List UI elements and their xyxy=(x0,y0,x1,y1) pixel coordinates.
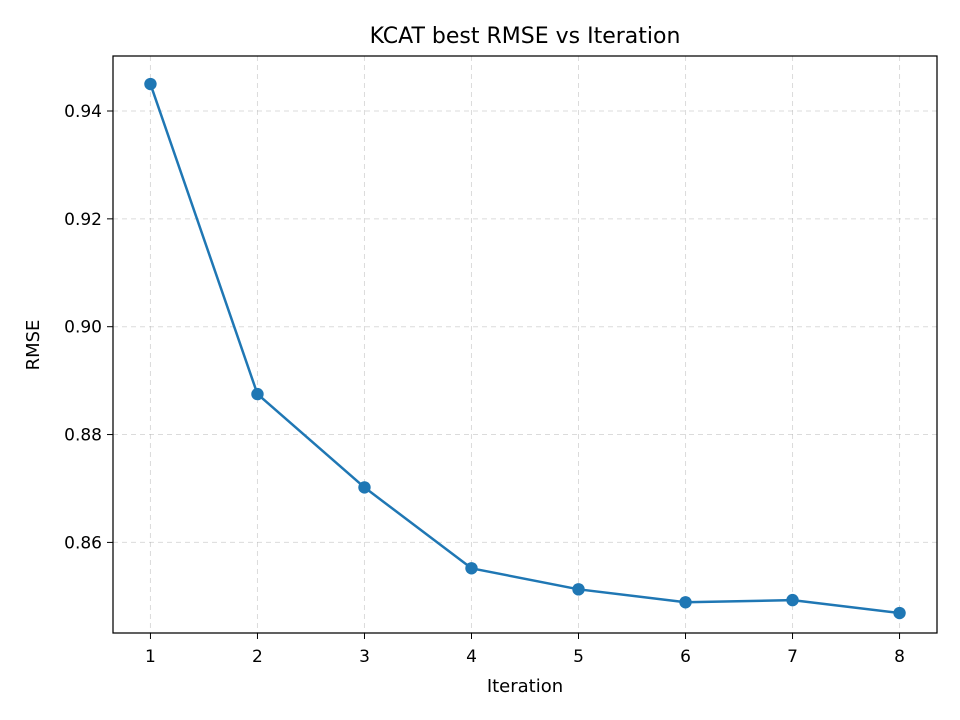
series-layer xyxy=(144,77,906,620)
x-tick-label: 5 xyxy=(573,647,584,667)
rmse-data-point xyxy=(465,562,478,575)
y-tick-label: 0.86 xyxy=(64,533,102,553)
chart-title: KCAT best RMSE vs Iteration xyxy=(370,24,681,49)
x-tick-label: 2 xyxy=(252,647,263,667)
x-tick-label: 8 xyxy=(894,647,905,667)
x-tick-label: 7 xyxy=(787,647,798,667)
x-axis-label: Iteration xyxy=(487,676,563,697)
axis-ticks: 1 2 3 4 5 6 7 8 0.86 0.88 0.90 0.92 0.94 xyxy=(64,102,905,667)
rmse-data-point xyxy=(679,596,692,609)
y-tick-label: 0.92 xyxy=(64,210,102,230)
x-tick-label: 6 xyxy=(680,647,691,667)
rmse-data-point xyxy=(144,77,157,91)
rmse-data-point xyxy=(893,606,906,620)
x-tick-label: 4 xyxy=(466,647,477,667)
grid-lines xyxy=(113,56,937,633)
x-tick-label: 1 xyxy=(145,647,156,667)
rmse-data-point xyxy=(786,593,799,607)
y-tick-label: 0.90 xyxy=(64,318,102,338)
rmse-data-point xyxy=(572,583,585,596)
rmse-data-point xyxy=(251,387,264,401)
y-axis-label: RMSE xyxy=(23,320,44,371)
y-tick-label: 0.88 xyxy=(64,426,102,446)
y-tick-label: 0.94 xyxy=(64,102,102,122)
rmse-series-line xyxy=(149,82,901,615)
x-tick-label: 3 xyxy=(359,647,370,667)
plot-area-frame xyxy=(112,55,938,634)
rmse-data-point xyxy=(358,481,371,494)
